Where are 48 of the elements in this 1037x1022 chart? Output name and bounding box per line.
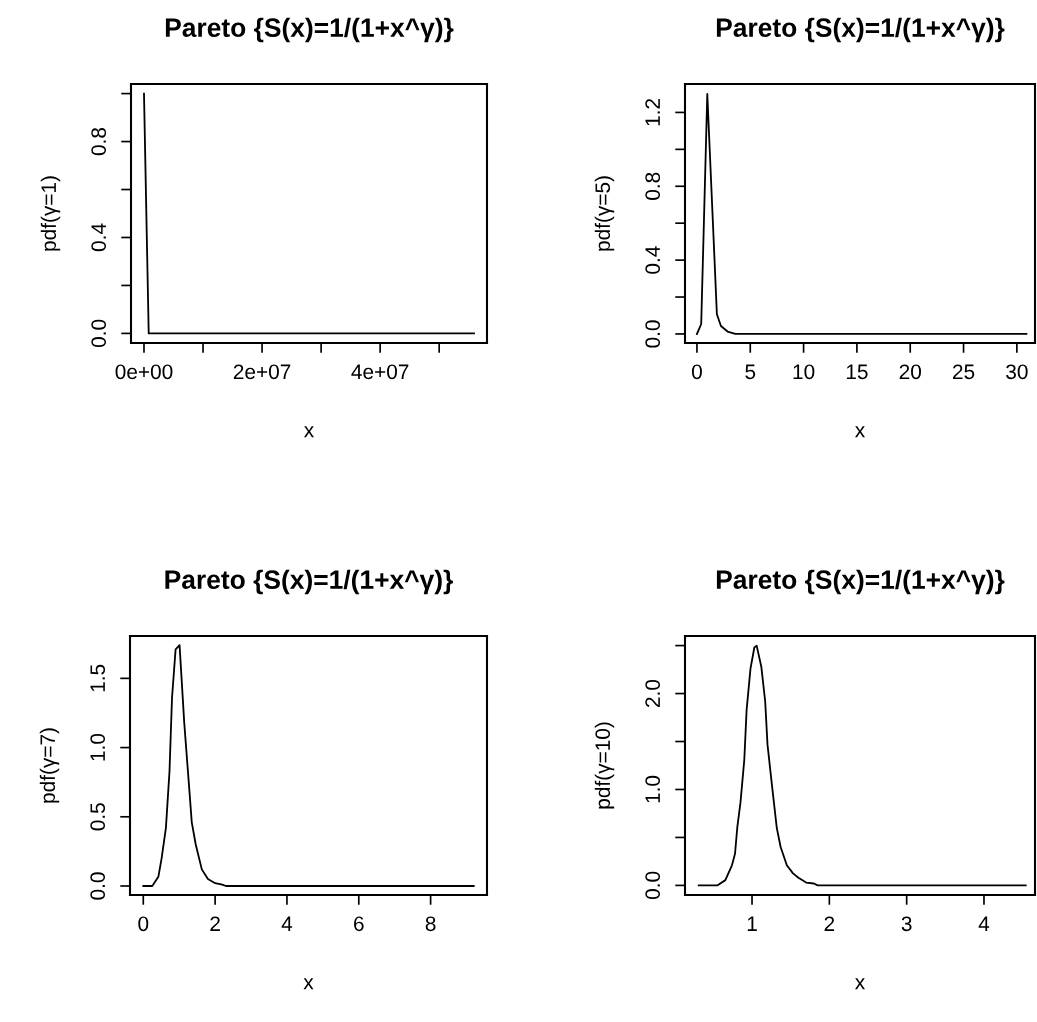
y-tick-label: 1.0 (645, 775, 661, 803)
chart-title: Pareto {S(x)=1/(1+x^γ)} (716, 569, 1005, 595)
line-series (142, 644, 475, 887)
y-tick-label: 0.0 (645, 320, 661, 348)
y-tick-label: 0.0 (91, 319, 107, 348)
y-axis-title: pdf(γ=5) (594, 176, 615, 251)
y-tick-label: 1.0 (90, 733, 106, 761)
x-tick-label: 2 (210, 916, 220, 931)
y-tick-label: 0.4 (91, 223, 107, 252)
y-axis-title: pdf(γ=7) (39, 728, 60, 803)
x-axis-title: x (855, 426, 865, 438)
y-tick-label: 1.5 (90, 664, 106, 692)
x-tick-label: 6 (354, 916, 364, 932)
y-axis-title: pdf(γ=1) (40, 176, 61, 251)
x-tick-label: 0e+00 (115, 364, 173, 380)
y-tick-label: 0.4 (645, 246, 661, 274)
x-axis-title: x (855, 978, 865, 990)
y-tick-label: 0.0 (645, 871, 661, 900)
y-tick-label: 2.0 (645, 679, 661, 707)
x-tick-label: 5 (745, 364, 756, 380)
x-tick-label: 4 (281, 916, 293, 931)
x-tick-label: 8 (425, 916, 436, 932)
x-axis-title: x (303, 978, 314, 990)
line-series (697, 644, 1027, 887)
x-tick-label: 3 (901, 916, 912, 932)
y-tick-label: 0.8 (645, 172, 661, 200)
chart-title: Pareto {S(x)=1/(1+x^γ)} (165, 569, 453, 595)
x-tick-label: 10 (793, 364, 815, 380)
x-tick-label: 0 (138, 916, 149, 932)
y-tick-label: 0.0 (90, 872, 106, 900)
x-tick-label: 1 (747, 916, 757, 931)
x-tick-label: 2e+07 (233, 364, 291, 380)
chart-title: Pareto {S(x)=1/(1+x^γ)} (165, 17, 454, 43)
x-tick-label: 20 (899, 364, 921, 380)
x-tick-label: 15 (846, 364, 868, 380)
y-tick-label: 0.5 (90, 803, 106, 831)
chart-title: Pareto {S(x)=1/(1+x^γ)} (716, 17, 1005, 43)
line-series (696, 93, 1028, 335)
x-tick-label: 4 (978, 916, 990, 931)
y-tick-label: 1.2 (645, 98, 660, 126)
x-axis-title: x (304, 426, 314, 438)
x-tick-label: 4e+07 (351, 364, 409, 380)
x-tick-label: 25 (953, 364, 975, 380)
y-tick-label: 0.8 (91, 127, 107, 156)
x-tick-label: 30 (1006, 364, 1028, 380)
x-tick-label: 0 (691, 364, 702, 380)
x-tick-label: 2 (824, 916, 835, 931)
y-axis-title: pdf(γ=10) (594, 722, 615, 809)
